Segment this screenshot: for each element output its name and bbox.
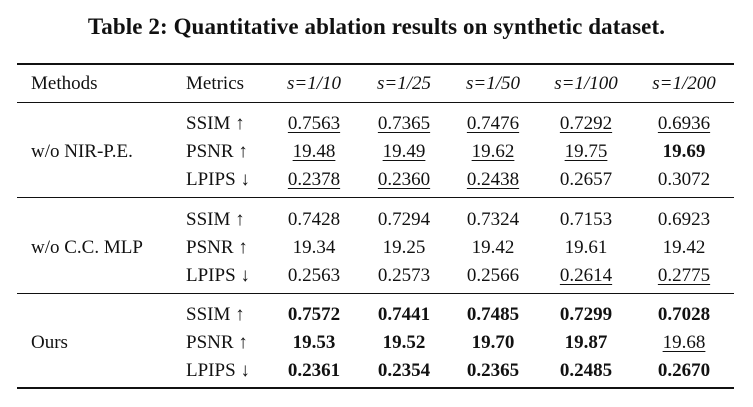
value-cell: 0.2360	[377, 169, 431, 190]
value-cell: 19.87	[564, 332, 608, 353]
metric-label: LPIPS ↓	[186, 360, 250, 381]
value-cell: 0.7292	[559, 113, 613, 134]
value-cell: 0.2361	[287, 360, 341, 381]
value-cell: 19.25	[382, 237, 426, 258]
value-cell: 0.2365	[466, 360, 520, 381]
value-cell: 19.34	[292, 237, 336, 258]
metric-label: SSIM ↑	[186, 304, 245, 325]
metric-label: PSNR ↑	[186, 332, 248, 353]
value-cell: 0.7294	[377, 209, 431, 230]
value-cell: 19.62	[471, 141, 515, 162]
method-label: w/o NIR-P.E.	[31, 141, 133, 162]
header-rule	[17, 102, 734, 103]
value-cell: 0.7563	[287, 113, 341, 134]
value-cell: 0.2378	[287, 169, 341, 190]
header-scale: s=1/100	[554, 73, 618, 94]
top-rule	[17, 63, 734, 65]
value-cell: 0.2563	[287, 265, 341, 286]
value-cell: 0.6936	[657, 113, 711, 134]
value-cell: 0.7365	[377, 113, 431, 134]
value-cell: 19.52	[382, 332, 426, 353]
value-cell: 0.6923	[657, 209, 711, 230]
value-cell: 19.42	[471, 237, 515, 258]
value-cell: 0.2485	[559, 360, 613, 381]
value-cell: 0.2775	[657, 265, 711, 286]
value-cell: 0.7028	[657, 304, 711, 325]
bottom-rule	[17, 387, 734, 389]
value-cell: 0.2438	[466, 169, 520, 190]
metric-label: LPIPS ↓	[186, 169, 250, 190]
header-scale: s=1/25	[377, 73, 431, 94]
header-scale: s=1/10	[287, 73, 341, 94]
value-cell: 0.7485	[466, 304, 520, 325]
value-cell: 19.42	[662, 237, 706, 258]
metric-label: PSNR ↑	[186, 237, 248, 258]
table-caption: Table 2: Quantitative ablation results o…	[87, 14, 666, 39]
value-cell: 0.2354	[377, 360, 431, 381]
value-cell: 19.68	[662, 332, 706, 353]
value-cell: 0.7441	[377, 304, 431, 325]
header-scale: s=1/50	[466, 73, 520, 94]
value-cell: 0.7299	[559, 304, 613, 325]
metric-label: LPIPS ↓	[186, 265, 250, 286]
metric-label: PSNR ↑	[186, 141, 248, 162]
header-scale: s=1/200	[652, 73, 716, 94]
value-cell: 19.75	[564, 141, 608, 162]
metric-label: SSIM ↑	[186, 209, 245, 230]
method-label: Ours	[31, 332, 68, 353]
header-metrics: Metrics	[186, 73, 245, 94]
group-divider	[17, 197, 734, 198]
value-cell: 19.61	[564, 237, 608, 258]
value-cell: 0.3072	[657, 169, 711, 190]
value-cell: 19.53	[292, 332, 336, 353]
value-cell: 0.7476	[466, 113, 520, 134]
value-cell: 19.70	[471, 332, 515, 353]
value-cell: 0.2566	[466, 265, 520, 286]
method-label: w/o C.C. MLP	[31, 237, 143, 258]
header-methods: Methods	[31, 73, 98, 94]
value-cell: 0.2657	[559, 169, 613, 190]
value-cell: 19.48	[292, 141, 336, 162]
value-cell: 19.69	[662, 141, 706, 162]
value-cell: 0.7428	[287, 209, 341, 230]
value-cell: 19.49	[382, 141, 426, 162]
value-cell: 0.7153	[559, 209, 613, 230]
value-cell: 0.2670	[657, 360, 711, 381]
value-cell: 0.2573	[377, 265, 431, 286]
metric-label: SSIM ↑	[186, 113, 245, 134]
value-cell: 0.2614	[559, 265, 613, 286]
value-cell: 0.7572	[287, 304, 341, 325]
group-divider	[17, 293, 734, 294]
value-cell: 0.7324	[466, 209, 520, 230]
